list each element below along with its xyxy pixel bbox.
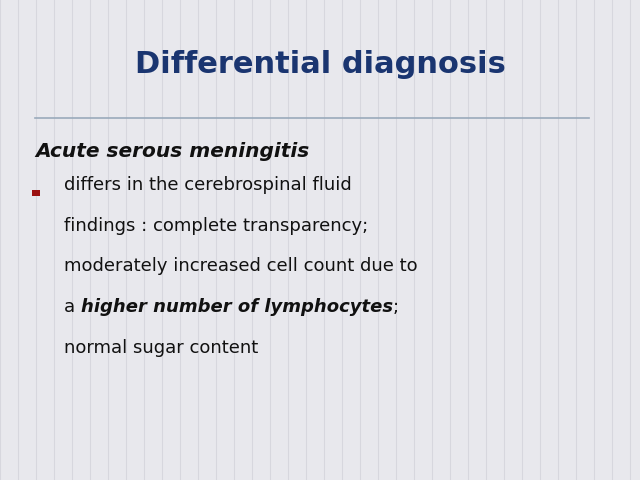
Text: Differential diagnosis: Differential diagnosis <box>134 50 506 79</box>
Text: higher number of lymphocytes: higher number of lymphocytes <box>81 298 393 316</box>
Text: moderately increased cell count due to: moderately increased cell count due to <box>64 257 418 276</box>
Text: ;: ; <box>393 298 399 316</box>
Text: differs in the cerebrospinal fluid: differs in the cerebrospinal fluid <box>64 176 352 194</box>
Text: findings : complete transparency;: findings : complete transparency; <box>64 216 368 235</box>
Text: normal sugar content: normal sugar content <box>64 339 259 357</box>
Text: a: a <box>64 298 81 316</box>
FancyBboxPatch shape <box>32 190 40 196</box>
Text: Acute serous meningitis: Acute serous meningitis <box>35 142 310 161</box>
